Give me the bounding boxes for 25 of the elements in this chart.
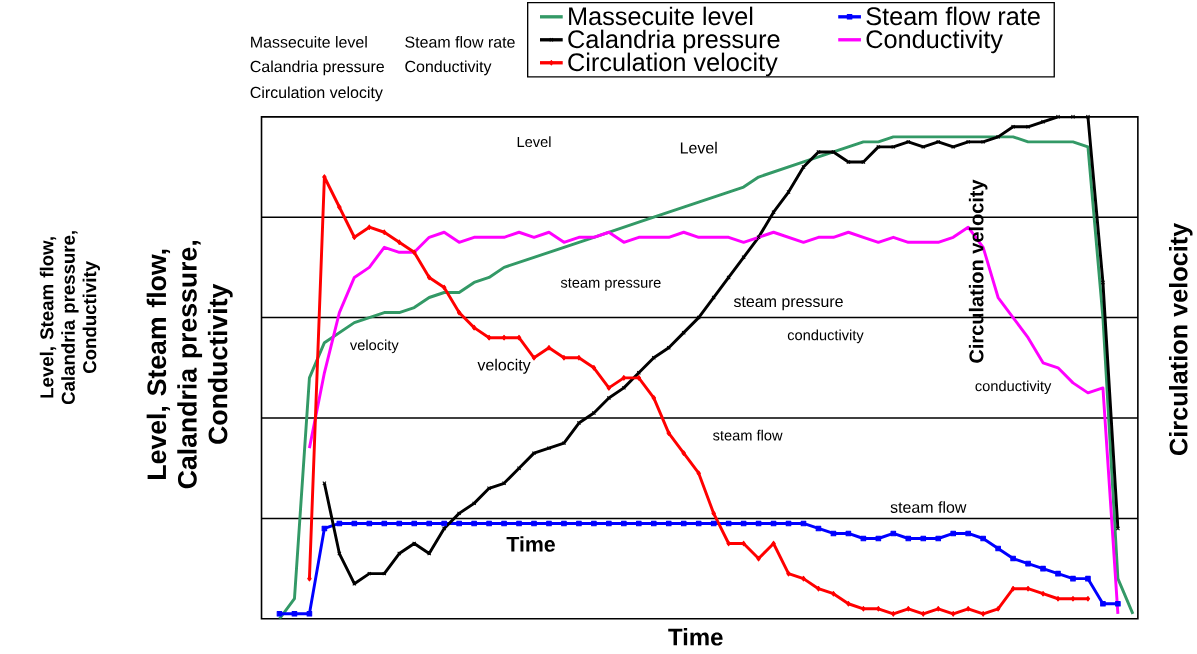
legend-label: Conductivity bbox=[866, 29, 1003, 54]
legend-label: Massecuite level bbox=[569, 6, 753, 26]
annotation: Time bbox=[506, 536, 555, 552]
annotation: steam flow bbox=[713, 429, 783, 441]
annotation: conductivity bbox=[975, 380, 1052, 395]
annotation: Circulation velocity bbox=[968, 179, 988, 363]
text: Conductivity bbox=[405, 60, 492, 76]
x-axis-title: Time bbox=[668, 628, 723, 646]
annotation: steam flow bbox=[890, 501, 967, 514]
text: Steam flow rate bbox=[405, 36, 515, 48]
text: Calandria pressure bbox=[250, 60, 384, 76]
annotation: Level bbox=[680, 141, 717, 154]
text: Level, Steam flow, Calandria pressure, Conductivity bbox=[39, 231, 100, 405]
text: Circulation velocity bbox=[250, 86, 383, 102]
annotation: steam pressure bbox=[733, 296, 843, 311]
legend-label: Steam flow rate bbox=[866, 6, 1040, 26]
y-axis-title: Level, Steam flow, Calandria pressure, Conductivity bbox=[146, 241, 233, 489]
y2-axis-title: Circulation velocity bbox=[1168, 223, 1193, 456]
annotation: conductivity bbox=[787, 329, 864, 344]
annotation: steam pressure bbox=[560, 278, 661, 291]
annotation: velocity bbox=[477, 358, 531, 374]
text: Massecuite level bbox=[251, 36, 367, 48]
legend-label: Circulation velocity bbox=[568, 52, 778, 77]
annotation: velocity bbox=[349, 339, 399, 354]
annotation: Level bbox=[517, 136, 551, 148]
